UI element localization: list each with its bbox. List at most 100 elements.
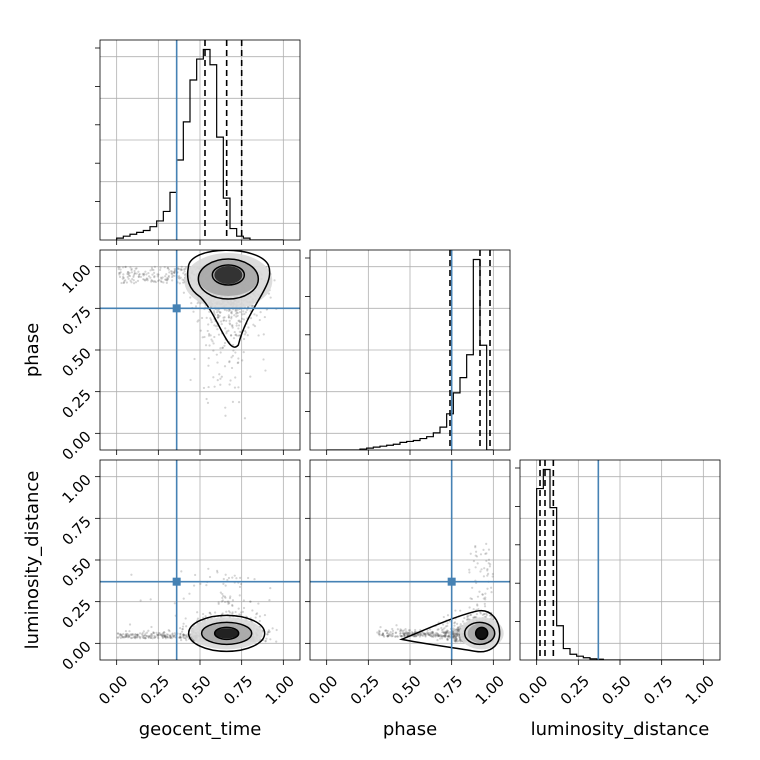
scatter-point <box>242 606 246 610</box>
scatter-point <box>445 630 448 633</box>
scatter-point <box>135 267 138 270</box>
scatter-point <box>257 334 260 337</box>
scatter-point <box>479 612 482 615</box>
scatter-point <box>489 586 493 589</box>
scatter-point <box>457 629 461 632</box>
scatter-point <box>394 635 397 638</box>
scatter-point <box>456 633 460 637</box>
scatter-point <box>446 638 449 642</box>
scatter-point <box>426 633 429 636</box>
scatter-point <box>439 637 442 640</box>
scatter-point <box>434 632 437 635</box>
scatter-point <box>194 573 197 577</box>
scatter-point <box>456 628 459 631</box>
truth-marker <box>172 577 181 586</box>
scatter-point <box>125 634 128 637</box>
scatter-point <box>199 582 202 585</box>
scatter-point <box>213 313 216 316</box>
scatter-point <box>404 631 408 635</box>
scatter-point <box>448 620 451 623</box>
scatter-point <box>173 271 176 274</box>
scatter-point <box>223 316 226 319</box>
scatter-point <box>412 634 416 638</box>
scatter-point <box>249 600 252 603</box>
scatter-point <box>166 276 169 280</box>
scatter-point <box>238 594 241 597</box>
scatter-point <box>484 598 487 601</box>
scatter-point <box>219 311 222 314</box>
scatter-point <box>182 633 185 636</box>
scatter-point <box>474 546 477 549</box>
scatter-point <box>167 268 170 271</box>
scatter-point <box>262 358 265 361</box>
scatter-point <box>239 613 242 617</box>
scatter-point <box>150 625 153 629</box>
scatter-point <box>417 633 420 636</box>
scatter-point <box>423 632 426 635</box>
scatter-point <box>453 621 456 625</box>
x-tick-label: 0.50 <box>178 672 214 708</box>
scatter-point <box>135 272 138 275</box>
scatter-point <box>402 632 405 635</box>
scatter-point <box>232 343 235 347</box>
scatter-point <box>459 625 462 628</box>
scatter-point <box>222 319 226 322</box>
scatter-point <box>163 631 166 634</box>
scatter-point <box>207 323 210 326</box>
scatter-point <box>189 378 192 382</box>
scatter-point <box>400 635 403 638</box>
scatter-point <box>182 625 185 628</box>
scatter-point <box>173 274 176 277</box>
scatter-point <box>120 634 123 637</box>
scatter-point <box>231 604 234 607</box>
scatter-point <box>381 634 385 637</box>
scatter-point <box>143 273 146 276</box>
scatter-point <box>234 610 237 614</box>
scatter-point <box>139 599 142 602</box>
scatter-point <box>476 603 479 606</box>
scatter-point <box>216 316 219 319</box>
scatter-point <box>133 272 136 276</box>
scatter-point <box>208 310 211 313</box>
scatter-point <box>151 634 154 638</box>
scatter-point <box>482 612 486 616</box>
truth-marker <box>447 577 456 586</box>
scatter-point <box>193 357 196 361</box>
scatter-point <box>455 632 458 636</box>
scatter-point <box>149 269 152 272</box>
scatter-point <box>151 273 154 276</box>
scatter-point <box>118 272 121 275</box>
scatter-point <box>446 637 449 640</box>
scatter-point <box>241 317 244 320</box>
scatter-point <box>149 598 152 601</box>
scatter-point <box>413 634 416 637</box>
scatter-point <box>380 633 383 637</box>
scatter-point <box>167 629 170 632</box>
scatter-point <box>233 386 237 389</box>
scatter-point <box>207 385 210 389</box>
scatter-point <box>127 635 131 638</box>
scatter-point <box>471 586 474 589</box>
scatter-point <box>453 630 456 633</box>
scatter-point <box>116 636 120 639</box>
scatter-point <box>452 634 455 637</box>
scatter-point <box>163 266 166 269</box>
scatter-point <box>207 357 210 360</box>
scatter-point <box>487 558 491 561</box>
scatter-point <box>135 633 139 636</box>
scatter-point <box>225 610 228 613</box>
scatter-point <box>454 609 457 612</box>
scatter-point <box>145 273 148 276</box>
scatter-point <box>454 637 457 640</box>
scatter-point <box>418 634 421 637</box>
scatter-point <box>156 275 159 278</box>
scatter-point <box>196 617 200 620</box>
scatter-point <box>484 615 488 618</box>
scatter-point <box>125 635 128 639</box>
scatter-point <box>474 544 477 548</box>
scatter-point <box>182 281 185 284</box>
scatter-point <box>178 636 181 639</box>
scatter-point <box>452 632 455 635</box>
scatter-point <box>190 302 193 305</box>
scatter-point <box>145 631 149 634</box>
